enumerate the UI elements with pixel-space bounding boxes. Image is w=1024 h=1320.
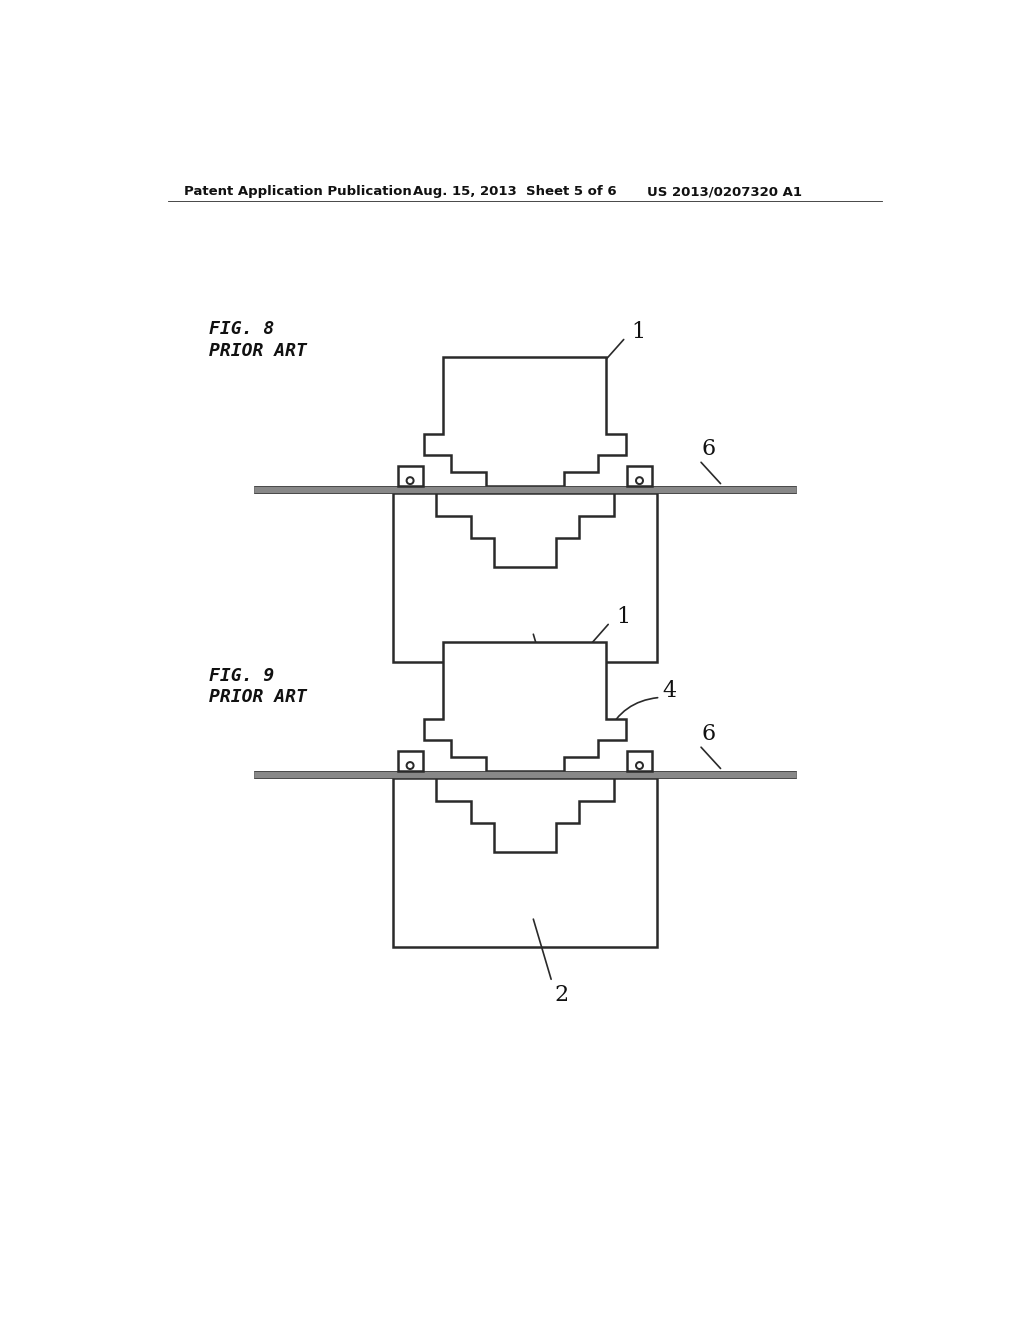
Text: US 2013/0207320 A1: US 2013/0207320 A1 [647, 185, 802, 198]
Text: 1: 1 [616, 606, 631, 628]
Circle shape [636, 477, 643, 484]
Bar [397, 751, 423, 771]
Circle shape [407, 762, 414, 770]
Polygon shape [435, 492, 614, 566]
Polygon shape [393, 492, 656, 663]
Polygon shape [424, 642, 626, 771]
Polygon shape [393, 777, 656, 948]
Text: 1: 1 [632, 321, 646, 343]
Bar [627, 466, 652, 486]
Text: 4: 4 [663, 680, 677, 702]
Text: Patent Application Publication: Patent Application Publication [183, 185, 412, 198]
Text: 2: 2 [554, 983, 568, 1006]
Circle shape [636, 762, 643, 770]
Text: Aug. 15, 2013  Sheet 5 of 6: Aug. 15, 2013 Sheet 5 of 6 [414, 185, 616, 198]
Bar [254, 486, 796, 492]
Text: PRIOR ART: PRIOR ART [209, 342, 307, 359]
Text: FIG. 8: FIG. 8 [209, 321, 274, 338]
Bar [254, 771, 796, 777]
Circle shape [407, 477, 414, 484]
Polygon shape [424, 356, 626, 486]
Text: PRIOR ART: PRIOR ART [209, 688, 307, 706]
Bar [397, 466, 423, 486]
Text: 6: 6 [701, 723, 716, 746]
Polygon shape [435, 777, 614, 851]
Text: FIG. 9: FIG. 9 [209, 667, 274, 685]
Bar [627, 751, 652, 771]
Text: 2: 2 [554, 700, 568, 721]
Text: 6: 6 [701, 438, 716, 461]
